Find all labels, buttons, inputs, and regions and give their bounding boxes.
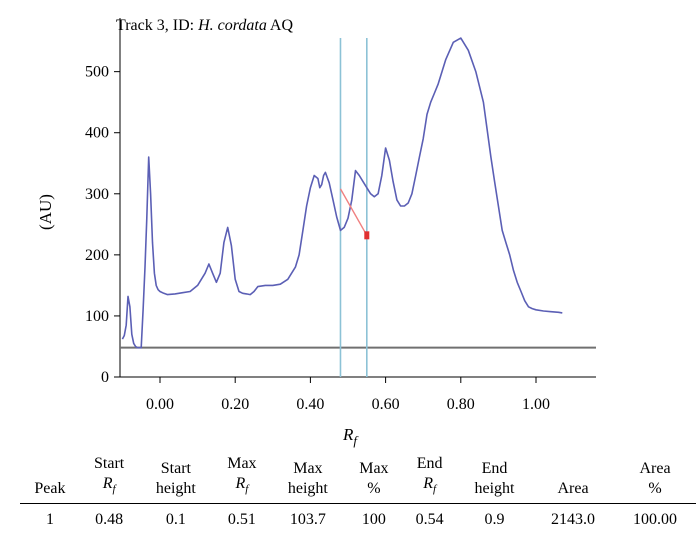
y-tick-label: 300: [85, 186, 109, 203]
x-tick-label: 0.80: [447, 396, 475, 413]
plot-area: [120, 37, 596, 377]
densitogram-line: [121, 37, 563, 349]
y-tick-label: 0: [101, 369, 109, 386]
chart-title-suffix: AQ: [267, 17, 294, 34]
table-cell: 0.1: [165, 511, 186, 528]
table-header-row: Peak Start Rf Start height Max Rf Max height Max%…: [20, 454, 696, 504]
y-axis: 0 100 200 300 400 500: [85, 18, 121, 386]
y-axis-title: (AU): [36, 194, 55, 230]
table-header-cell: Max%: [345, 454, 403, 504]
table-cell: 1: [45, 511, 54, 528]
table-header-cell: End height: [456, 454, 533, 504]
chromatogram-chart: Track 3, ID: H. cordata AQ (AU) 0 100 200 3…: [36, 17, 596, 448]
table-header-cell: Start height: [138, 454, 214, 504]
x-tick-label: 0.20: [221, 396, 249, 413]
table-cell: 100: [361, 511, 386, 528]
table-row: 1 0.48 0.1 0.51 103.7 100 0.54 0.9 2143.0 100.00: [20, 504, 696, 531]
table-cell: 0.48: [95, 511, 124, 528]
peak-baseline-segment: [339, 188, 368, 236]
x-tick-label: 0.00: [146, 396, 174, 413]
table-body: 1 0.48 0.1 0.51 103.7 100 0.54 0.9 2143.0 100.00: [20, 504, 696, 531]
table-cell: 0.9: [484, 511, 505, 528]
peak-table: Peak Start Rf Start height Max Rf Max height Max%…: [20, 454, 696, 530]
table-header-cell: Start Rf: [79, 454, 139, 504]
x-tick-label: 0.60: [372, 396, 400, 413]
y-tick-label: 200: [85, 247, 109, 264]
table-cell: 2143.0: [551, 511, 596, 528]
y-tick-label: 100: [85, 308, 109, 325]
table-header-cell: End Rf: [402, 454, 457, 504]
x-axis: 0.00 0.20 0.40 0.60 0.80 1.00: [120, 376, 596, 413]
table-header-cell: Area: [532, 454, 614, 504]
y-tick-label: 400: [85, 125, 109, 142]
table-header-cell: Peak: [20, 454, 80, 504]
peak-end-point: [364, 231, 370, 240]
x-axis-title-symbol: R: [342, 425, 354, 444]
table-cell: 100.00: [633, 511, 677, 528]
x-axis-title-subscript: f: [353, 433, 359, 448]
table-header-cell: Max Rf: [213, 454, 271, 504]
x-tick-label: 1.00: [522, 396, 550, 413]
table-header-cell: Area%: [614, 454, 696, 504]
table-header-cell: Max height: [270, 454, 346, 504]
table-cell: 0.54: [415, 511, 444, 528]
x-tick-label: 0.40: [296, 396, 324, 413]
y-tick-label: 500: [85, 64, 109, 81]
chart-title-species: H. cordata: [197, 17, 267, 34]
table-cell: 103.7: [289, 511, 326, 528]
table-cell: 0.51: [227, 511, 256, 528]
chart-title: Track 3, ID: H. cordata AQ: [116, 17, 293, 34]
x-axis-title: Rf: [342, 425, 359, 448]
chart-title-prefix: Track 3, ID:: [116, 17, 198, 34]
